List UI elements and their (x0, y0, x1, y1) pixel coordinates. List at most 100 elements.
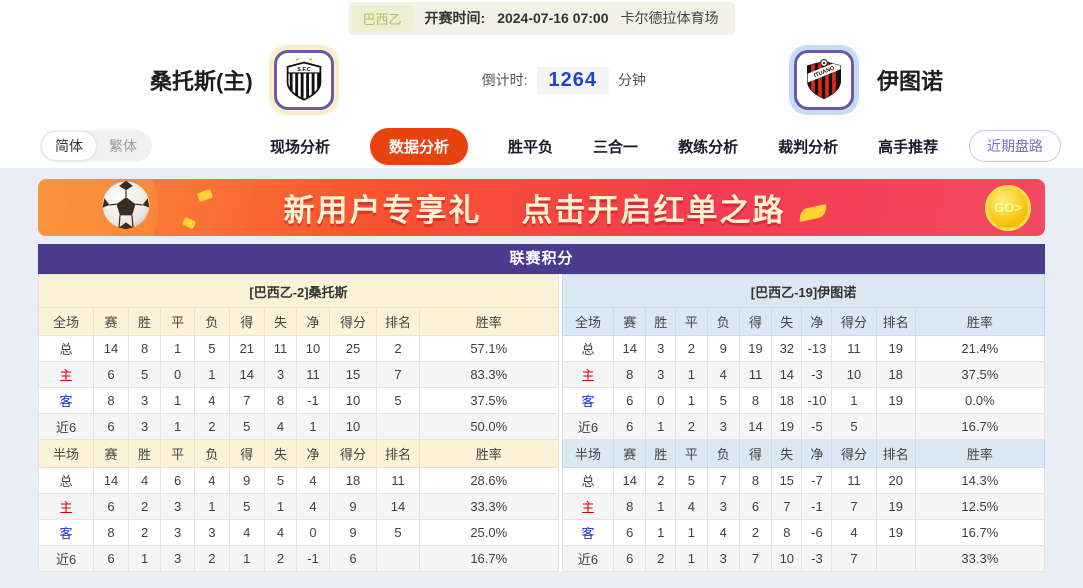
go-coin-icon[interactable]: GO> (985, 184, 1031, 231)
nav-tab-1[interactable]: 现场分析 (270, 138, 331, 156)
stat-cell: 57.1% (418, 335, 560, 362)
col-header-full-2: 胜 (127, 307, 162, 336)
col-header-half-5: 得 (228, 439, 265, 468)
kickoff-label: 开赛时间: (424, 10, 486, 26)
stat-cell: 15 (771, 467, 803, 494)
stat-cell: -5 (801, 413, 833, 440)
col-header-full-0: 全场 (561, 307, 615, 336)
stat-cell: 5 (376, 519, 420, 546)
row-label: 主 (37, 493, 95, 520)
stat-cell: 5 (263, 467, 298, 494)
stat-cell: 37.5% (914, 361, 1046, 388)
stat-cell: 33.3% (914, 545, 1046, 572)
stat-cell: 4 (127, 467, 162, 494)
home-table-header: [巴西乙-2]桑托斯 (38, 274, 559, 308)
away-team-name: 伊图诺 (876, 69, 943, 94)
row-label: 近6 (37, 413, 95, 440)
stat-cell: 11 (376, 467, 420, 494)
stat-cell: 7 (831, 493, 877, 520)
soccer-ball-icon (100, 179, 152, 236)
row-label: 近6 (37, 545, 95, 572)
stat-cell: 25 (328, 335, 378, 362)
standings-table-home: [巴西乙-2]桑托斯 全场赛胜平负得失净得分 排名 胜率总 14 8 1 5 21 11 10 25 2… (37, 274, 560, 572)
stat-cell: 37.5% (418, 387, 560, 414)
lang-simplified[interactable]: 简体 (42, 132, 96, 160)
stat-cell (875, 545, 916, 572)
stat-cell: 6 (328, 545, 378, 572)
stat-cell: 10 (831, 361, 877, 388)
col-header-full-4: 负 (706, 307, 740, 336)
stat-cell: 14.3% (914, 467, 1046, 494)
stat-cell: 11 (296, 361, 330, 388)
countdown-label: 倒计时: (481, 72, 528, 88)
promo-banner[interactable]: 新用户专享礼 点击开启红单之路 GO> (38, 179, 1045, 236)
col-header-full-10: 胜率 (914, 307, 1046, 336)
nav-tab-3[interactable]: 胜平负 (508, 138, 554, 156)
stat-cell: 83.3% (418, 361, 560, 388)
stat-cell: 6 (738, 493, 773, 520)
recent-trend-button[interactable]: 近期盘路 (969, 130, 1061, 162)
row-label: 主 (37, 361, 95, 388)
stat-cell: 7 (738, 545, 773, 572)
stat-cell: 14 (376, 493, 420, 520)
col-header-full-5: 得 (228, 307, 265, 336)
nav-tab-6[interactable]: 裁判分析 (778, 138, 839, 156)
col-header-half-8: 得分 (328, 439, 378, 468)
lang-traditional[interactable]: 繁体 (109, 138, 137, 154)
stat-cell: 2 (193, 413, 230, 440)
stat-cell: 0 (160, 361, 195, 388)
stat-cell: 10 (771, 545, 803, 572)
stat-cell: 3 (706, 545, 740, 572)
stat-cell: 14 (93, 335, 129, 362)
stat-cell: -1 (801, 493, 833, 520)
away-team-logo: ITUANO (788, 45, 859, 115)
col-header-half-10: 胜率 (914, 439, 1046, 468)
col-header-half-0: 半场 (37, 439, 95, 468)
col-header-full-7: 净 (801, 307, 833, 336)
stat-cell: 1 (675, 361, 708, 388)
stat-cell: 7 (831, 545, 877, 572)
nav-tab-5[interactable]: 教练分析 (678, 138, 739, 156)
stat-cell: 8 (613, 361, 647, 388)
nav-tab-2[interactable]: 数据分析 (370, 127, 469, 165)
stat-cell: 25.0% (418, 519, 560, 546)
stat-cell: 10 (328, 387, 378, 414)
stat-cell: 8 (127, 335, 162, 362)
col-header-full-7: 净 (296, 307, 330, 336)
col-header-full-3: 平 (675, 307, 708, 336)
stat-cell: 1 (193, 361, 230, 388)
stat-cell: 3 (127, 387, 162, 414)
col-header-half-10: 胜率 (418, 439, 560, 468)
stat-cell: 6 (613, 519, 647, 546)
row-label: 近6 (561, 545, 615, 572)
col-header-full-9: 排名 (875, 307, 916, 336)
stat-cell: 2 (645, 467, 677, 494)
stat-cell: 14 (93, 467, 129, 494)
col-header-half-1: 赛 (93, 439, 129, 468)
col-header-full-5: 得 (738, 307, 773, 336)
countdown-unit: 分钟 (618, 72, 647, 88)
col-header-full-9: 排名 (376, 307, 420, 336)
stat-cell: 8 (263, 387, 298, 414)
nav-tab-7[interactable]: 高手推荐 (878, 138, 939, 156)
stat-cell: 1 (193, 493, 230, 520)
stat-cell (376, 413, 420, 440)
stat-cell: -1 (296, 545, 330, 572)
stat-cell: 4 (228, 519, 265, 546)
stat-cell: 16.7% (914, 413, 1046, 440)
row-label: 总 (37, 467, 95, 494)
stat-cell: 4 (831, 519, 877, 546)
countdown-value: 1264 (536, 66, 610, 94)
stat-cell: -6 (801, 519, 833, 546)
stat-cell (875, 413, 916, 440)
stat-cell: 3 (263, 361, 298, 388)
col-header-full-1: 赛 (93, 307, 129, 336)
stat-cell: 2 (193, 545, 230, 572)
away-standings: [巴西乙-19]伊图诺 全场赛胜平负得失净得分 排名 胜率总 14 3 2 9 19 32 -13 1… (561, 274, 1046, 572)
banner-line2: 点击开启红单之路 (521, 193, 786, 228)
nav-tab-4[interactable]: 三合一 (593, 138, 639, 156)
col-header-half-1: 赛 (613, 439, 647, 468)
stat-cell: 11 (263, 335, 298, 362)
stat-cell: 2 (376, 335, 420, 362)
stat-cell: 8 (93, 519, 129, 546)
